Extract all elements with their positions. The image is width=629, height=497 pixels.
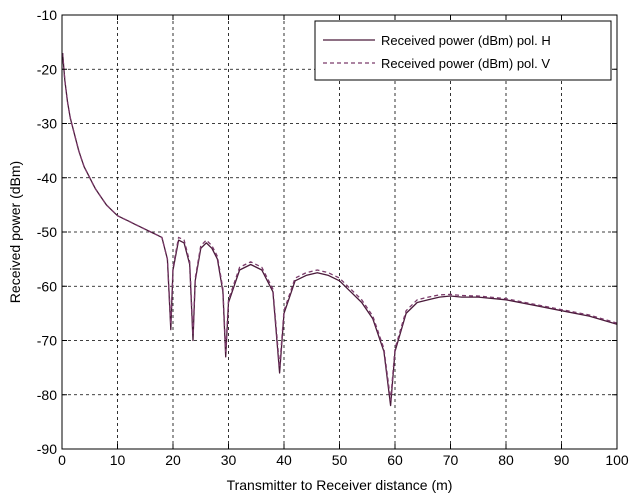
x-tick-label: 20 [165, 452, 181, 468]
y-tick-label: -80 [37, 387, 57, 403]
x-tick-label: 70 [443, 452, 459, 468]
y-axis-label: Received power (dBm) [7, 161, 23, 303]
x-tick-label: 80 [498, 452, 514, 468]
y-tick-label: -70 [37, 333, 57, 349]
x-tick-label: 60 [387, 452, 403, 468]
legend: Received power (dBm) pol. H Received pow… [314, 20, 612, 81]
y-tick-label: -90 [37, 441, 57, 457]
x-tick-label: 100 [605, 452, 629, 468]
y-tick-label: -50 [37, 224, 57, 240]
legend-box [314, 20, 612, 81]
series-layer [61, 52, 618, 407]
x-tick-label: 50 [332, 452, 348, 468]
x-tick-label: 90 [554, 452, 570, 468]
series-line-pol-v [61, 52, 618, 401]
x-tick-label: 40 [276, 452, 292, 468]
x-tick-label: 10 [110, 452, 126, 468]
x-tick-label: 30 [221, 452, 237, 468]
x-axis-label: Transmitter to Receiver distance (m) [227, 477, 453, 493]
axis-ticks [61, 14, 618, 450]
legend-label-pol-h: Received power (dBm) pol. H [381, 33, 551, 48]
x-tick-label: 0 [58, 452, 66, 468]
y-tick-label: -10 [37, 7, 57, 23]
axis-tick-labels: 0 10 20 30 40 50 60 70 80 90 100 -10 -20 -30 -40 -50 -60… [37, 7, 629, 468]
legend-label-pol-v: Received power (dBm) pol. V [381, 56, 550, 71]
y-tick-label: -60 [37, 278, 57, 294]
y-tick-label: -30 [37, 116, 57, 132]
y-tick-label: -40 [37, 170, 57, 186]
y-tick-label: -20 [37, 61, 57, 77]
